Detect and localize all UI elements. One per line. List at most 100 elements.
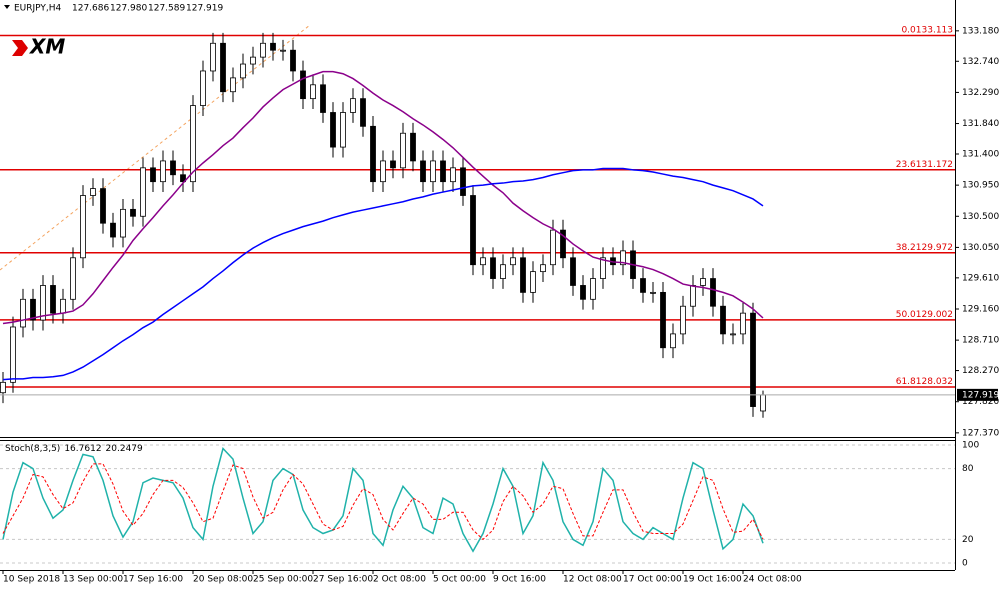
indicator-line xyxy=(2,463,764,541)
logo-icon xyxy=(12,40,28,56)
candle-body xyxy=(650,291,656,294)
candle-body xyxy=(240,63,246,79)
candle-body xyxy=(310,84,316,100)
candle-body xyxy=(20,298,26,328)
fib-level: 0.0 xyxy=(901,25,916,35)
candle-body xyxy=(400,132,406,169)
logo: XM xyxy=(28,35,65,59)
x-tick-label: 10 Sep 2018 xyxy=(3,575,60,585)
indicator-title: Stoch(8,3,5) 16.7612 20.2479 xyxy=(5,444,143,454)
candle-body xyxy=(80,195,86,259)
candle-body xyxy=(370,125,376,183)
candle-body xyxy=(180,174,186,183)
x-tick-label: 17 Oct 00:00 xyxy=(623,575,682,585)
candle-body xyxy=(150,167,156,183)
candle-body xyxy=(330,112,336,148)
candle-body xyxy=(670,333,676,349)
x-tick-label: 20 Sep 08:00 xyxy=(193,575,253,585)
candle-body xyxy=(90,188,96,196)
symbol: EURJPY,H4 xyxy=(14,4,62,14)
y-tick-label: 130.050 xyxy=(962,243,999,253)
candle-body xyxy=(590,278,596,300)
fib-value: 129.972 xyxy=(916,242,953,252)
ohlc-high: 127.980 xyxy=(110,4,147,14)
candle-body xyxy=(210,42,216,72)
candle-body xyxy=(190,105,196,183)
candle-body xyxy=(500,264,506,279)
candle-body xyxy=(690,285,696,307)
candle-body xyxy=(600,257,606,279)
fib-value: 131.172 xyxy=(916,159,953,169)
candle-body xyxy=(290,49,296,72)
indicator-line xyxy=(2,447,764,553)
candle-body xyxy=(50,285,56,314)
candle-body xyxy=(160,160,166,183)
candle-body xyxy=(340,112,346,148)
candle-body xyxy=(320,84,326,113)
candle-body xyxy=(580,285,586,300)
candle-body xyxy=(560,229,566,259)
y-tick-label: 130.500 xyxy=(962,212,999,222)
fib-level: 50.0 xyxy=(896,309,916,319)
candle-body xyxy=(120,208,126,238)
candle-body xyxy=(540,264,546,273)
candle-body xyxy=(700,278,706,286)
x-tick-label: 5 Oct 00:00 xyxy=(433,575,486,585)
last-price-box xyxy=(957,388,998,401)
candle-body xyxy=(520,257,526,293)
x-tick-label: 12 Oct 08:00 xyxy=(563,575,622,585)
candle-body xyxy=(380,160,386,183)
fib-level: 23.6 xyxy=(896,159,916,169)
indicator-name: Stoch(8,3,5) xyxy=(5,444,60,454)
candle-body xyxy=(510,257,516,266)
candle-body xyxy=(250,56,256,65)
candle-body xyxy=(360,98,366,127)
y-tick-label: 100 xyxy=(962,440,979,450)
candle-body xyxy=(450,167,456,183)
x-tick-label: 19 Oct 16:00 xyxy=(683,575,742,585)
candle-body xyxy=(10,326,16,383)
candle-body xyxy=(230,77,236,93)
candle-body xyxy=(740,312,746,335)
ohlc-close: 127.919 xyxy=(186,4,223,14)
indicator-value: 16.7612 xyxy=(64,444,101,454)
candle-body xyxy=(110,222,116,238)
candle-body xyxy=(410,132,416,162)
y-tick-label: 131.400 xyxy=(962,149,999,159)
y-tick-label: 0 xyxy=(962,559,968,569)
candle-body xyxy=(220,42,226,93)
candle-body xyxy=(720,305,726,335)
candle-body xyxy=(200,70,206,106)
candle-body xyxy=(430,160,436,183)
y-tick-label: 128.270 xyxy=(962,366,999,376)
x-tick-label: 9 Oct 16:00 xyxy=(493,575,546,585)
stochastic-panel: 0 20 80 100 Stoch(8,3,5) 16.7612 20.2479 xyxy=(0,440,979,569)
fib-label: 38.2129.972 xyxy=(896,242,953,252)
indicator-value: 20.2479 xyxy=(106,444,143,454)
x-tick-label: 24 Oct 08:00 xyxy=(743,575,802,585)
x-tick-label: 27 Sep 16:00 xyxy=(313,575,373,585)
candle-body xyxy=(0,381,6,394)
fib-value: 128.032 xyxy=(916,377,953,387)
main-panel: 127.370 127.820 128.270 128.710 129.160 129.6… xyxy=(0,25,999,438)
y-tick-label: 131.840 xyxy=(962,119,999,129)
candle-body xyxy=(470,195,476,266)
candle-body xyxy=(730,333,736,336)
candle-body xyxy=(260,42,266,58)
x-tick-label: 25 Sep 00:00 xyxy=(253,575,313,585)
candle-body xyxy=(480,257,486,266)
candle-body xyxy=(530,271,536,293)
candle-body xyxy=(710,278,716,307)
candle-body xyxy=(170,160,176,176)
candle-body xyxy=(280,49,286,52)
candle-body xyxy=(300,70,306,100)
candle-body xyxy=(760,394,766,412)
fib-label: 23.6131.172 xyxy=(896,159,953,169)
fib-value: 129.002 xyxy=(916,309,953,319)
candle-body xyxy=(60,298,66,314)
x-tick-label: 13 Sep 00:00 xyxy=(63,575,123,585)
candle-body xyxy=(620,250,626,266)
candle-body xyxy=(390,160,396,169)
fib-level: 61.8 xyxy=(896,377,916,387)
